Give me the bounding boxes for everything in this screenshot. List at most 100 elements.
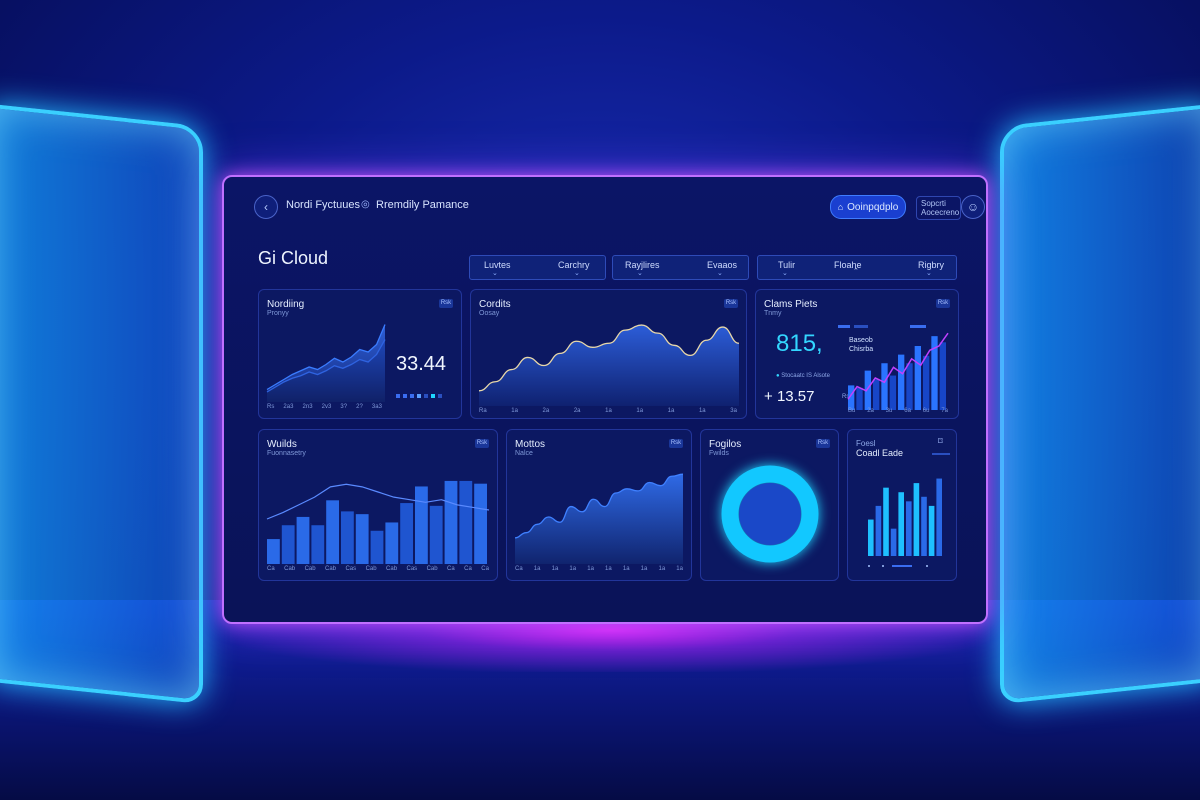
bar — [848, 385, 855, 410]
info-box[interactable]: Sopcrti Aocecreno — [916, 196, 961, 220]
card-title: Mottos — [515, 439, 546, 450]
card-subtitle: Coadl Eade — [856, 448, 904, 458]
back-button[interactable]: ‹ — [254, 195, 278, 219]
right-glass-panel — [1000, 103, 1200, 705]
x-tick-label: Cab — [325, 566, 337, 572]
card-title: Clams Piets — [764, 299, 818, 310]
legend-bar — [932, 453, 950, 455]
x-tick-label: Cab — [304, 566, 316, 572]
bar — [939, 342, 946, 410]
x-tick-label: 2a — [542, 408, 550, 414]
x-tick-label: 2a — [573, 408, 581, 414]
bar — [400, 503, 413, 564]
card-subtitle: Tnmy — [764, 310, 782, 317]
message-icon[interactable]: ⌑ — [938, 436, 943, 446]
x-tick-label: Ra — [479, 408, 487, 414]
chevron-down-icon: ⌄ — [926, 270, 932, 277]
bar — [914, 346, 921, 410]
filter-6[interactable]: Floahe — [834, 260, 862, 270]
bar — [311, 525, 325, 564]
x-tick-label: 1a — [587, 566, 594, 572]
bar — [267, 539, 280, 564]
filter-group-2: Rayjlires ⌄ Evaaos ⌄ — [612, 255, 749, 280]
card-badge[interactable]: Rsk — [816, 439, 830, 448]
chevron-down-icon: ⌄ — [574, 270, 580, 277]
x-axis: Bu 2a 3u 6a 6u 7a — [848, 408, 948, 414]
x-tick-label: 1a — [511, 408, 518, 414]
kpi-note: Baseob — [849, 337, 873, 344]
x-tick-label: Cas — [406, 566, 418, 572]
card-badge[interactable]: Rsk — [724, 299, 738, 308]
bar — [921, 496, 927, 556]
x-axis: Ra 1a 2a 2a 1a 1a 1a 1a 3a — [479, 408, 737, 414]
card-subtitle: Fwilds — [709, 450, 729, 457]
x-axis: Ca Cab Cab Cab Cas Cab Cab Cas Cab Ca Ca Ca — [267, 566, 489, 572]
x-tick-label: 1a — [605, 408, 612, 414]
x-tick-label: Ca — [267, 566, 275, 572]
legend-dots — [396, 394, 442, 398]
donut-ring — [721, 465, 819, 563]
bar — [355, 514, 369, 564]
x-tick-label: Cab — [386, 566, 398, 572]
card-badge[interactable]: Rsk — [936, 299, 950, 308]
series-main-line — [478, 324, 740, 392]
pill-label: Ooinpqdplo — [847, 201, 899, 213]
avatar-button[interactable]: ☺ — [961, 195, 985, 219]
area-chart — [478, 324, 740, 406]
x-tick-label: Cab — [284, 566, 296, 572]
x-tick-label: 1a — [605, 566, 612, 572]
card-badge[interactable]: Rsk — [669, 439, 683, 448]
card-clams-piets: Clams Piets Tnmy Rsk 815, Baseob Chisrba… — [755, 289, 959, 419]
bar — [906, 363, 913, 410]
legend-label: ● Stocaatc IS Alsote — [776, 373, 830, 379]
top-bar: ‹ Nordi Fyctuues ◎ Rremdily Pamance ⌂ Oo… — [254, 195, 985, 220]
x-tick-label: Cab — [365, 566, 377, 572]
filter-group-3: Tulir ⌄ Floahe ⌃ Rigbry ⌄ — [757, 255, 957, 280]
card-badge[interactable]: Rsk — [475, 439, 489, 448]
nav-link-1[interactable]: Nordi Fyctuues — [286, 199, 360, 211]
card-cordits: Cordits Oosay Rsk Ra 1a 2a 2a 1a 1a 1a 1a 3a — [470, 289, 747, 419]
chevron-down-icon: ⌄ — [637, 270, 643, 277]
x-tick-label: 2v3 — [321, 404, 332, 410]
filter-1[interactable]: Luvtes — [484, 260, 511, 270]
bar — [873, 379, 880, 410]
filter-2[interactable]: Carchry — [558, 260, 590, 270]
bar-chart — [266, 480, 490, 564]
bar — [385, 522, 399, 564]
info-line-2: Aocecreno — [921, 208, 960, 217]
x-tick-label: 2a3 — [283, 404, 294, 410]
x-tick-label: Rs — [267, 404, 275, 410]
trend-line — [847, 332, 949, 400]
page-title: Gi Cloud — [258, 248, 329, 268]
kpi-value: 815, — [776, 330, 823, 357]
filter-5[interactable]: Tulir — [778, 260, 796, 270]
x-tick-label: Cab — [426, 566, 438, 572]
bar — [415, 486, 428, 564]
bar — [890, 528, 897, 556]
kpi-note-2: Chisrba — [849, 346, 874, 353]
x-tick-label: Ca — [447, 566, 455, 572]
bar — [906, 501, 912, 556]
filter-7[interactable]: Rigbry — [918, 260, 945, 270]
card-title: Fogilos — [709, 439, 742, 450]
filter-3[interactable]: Rayjlires — [625, 260, 660, 270]
x-tick-label: Ca — [464, 566, 472, 572]
x-axis: Ca 1a 1a 1a 1a 1a 1a 1a 1a 1a — [515, 566, 683, 572]
card-mottos: Mottos Nalce Rsk Ca 1a 1a 1a 1a 1a 1a 1a 1a 1a — [506, 429, 692, 581]
bar-chart — [868, 478, 942, 556]
x-tick-label: Cas — [345, 566, 357, 572]
primary-pill-button[interactable]: ⌂ Ooinpqdplo — [830, 195, 906, 219]
bar — [883, 487, 889, 556]
series-main-line — [514, 473, 684, 539]
filter-4[interactable]: Evaaos — [707, 260, 738, 270]
x-tick-label: 1a — [640, 566, 648, 572]
area-chart — [266, 324, 386, 402]
card-title: Nordiing — [267, 299, 305, 310]
card-foesl: Foesl Coadl Eade ⌑ — [847, 429, 957, 581]
nav-link-2[interactable]: Rremdily Pamance — [376, 199, 469, 211]
filter-group-1: Luvtes ⌄ Carchry ⌄ — [469, 255, 606, 280]
bar — [881, 363, 888, 410]
card-badge[interactable]: Rsk — [439, 299, 453, 308]
bar — [429, 505, 443, 564]
x-tick-label: 1a — [636, 408, 644, 414]
